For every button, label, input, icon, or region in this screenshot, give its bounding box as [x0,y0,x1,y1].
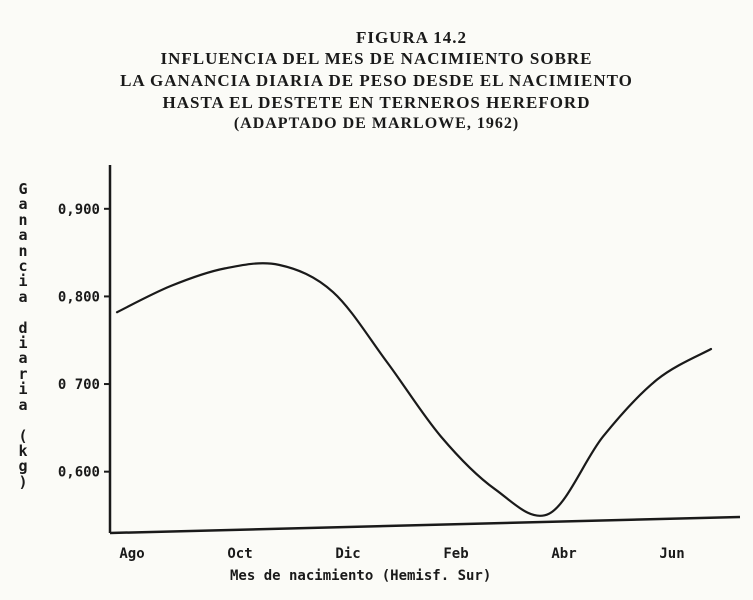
y-tick-label: 0 700 [58,377,100,393]
x-tick-label: Jun [659,546,684,562]
chart-subtitle: (ADAPTADO DE MARLOWE, 1962) [233,115,520,132]
y-tick-label: 0,600 [58,465,100,481]
y-axis-label-char: n [18,210,28,229]
x-axis-line [109,515,741,535]
chart-title-line-2: LA GANANCIA DIARIA DE PESO DESDE EL NACI… [120,71,633,90]
chart-series [115,262,713,517]
y-axis-label-char: n [18,241,28,260]
y-axis-label-char: g [18,457,28,476]
chart-title-line-1: INFLUENCIA DEL MES DE NACIMIENTO SOBRE [160,49,593,68]
x-tick-label: Dic [335,546,360,562]
y-axis-label-char: a [18,195,28,214]
x-tick-label: Oct [227,546,252,562]
x-axis-label: Mes de nacimiento (Hemisf. Sur) [230,568,492,584]
x-ticks: Ago Oct Dic Feb Abr Jun [119,546,684,562]
y-axis-label-char: i [18,380,28,399]
x-tick-label: Feb [443,546,468,562]
y-axis-label-char: r [18,364,28,383]
y-axis-label-char: G [18,180,28,198]
chart-title-block: FIGURA 14.2 INFLUENCIA DEL MES DE NACIMI… [0,28,753,134]
figure-label: FIGURA 14.2 [355,28,468,47]
y-tick-label: 0,800 [58,289,100,305]
y-axis-label-char: ) [18,472,28,491]
y-axis-label-char: a [18,226,28,245]
x-tick-label: Abr [551,546,576,562]
y-axis-label-char: a [18,395,28,414]
y-axis-label-char: d [18,318,28,337]
y-axis-label-char: a [18,349,28,368]
y-axis-label-char: k [18,441,28,460]
series-line [115,262,713,517]
y-tick-label: 0,900 [58,202,100,218]
y-axis-label-char: c [18,257,28,276]
x-tick-label: Ago [119,546,144,562]
chart-axes [108,165,741,535]
y-axis-label-char: ( [18,426,28,445]
y-axis-label-char: a [18,287,28,306]
y-ticks: 0,900 0,800 0 700 0,600 [58,202,110,481]
y-axis-label-char: i [18,272,28,291]
y-axis-label-char: i [18,334,28,353]
chart-title-line-3: HASTA EL DESTETE EN TERNEROS HEREFORD [162,93,591,112]
